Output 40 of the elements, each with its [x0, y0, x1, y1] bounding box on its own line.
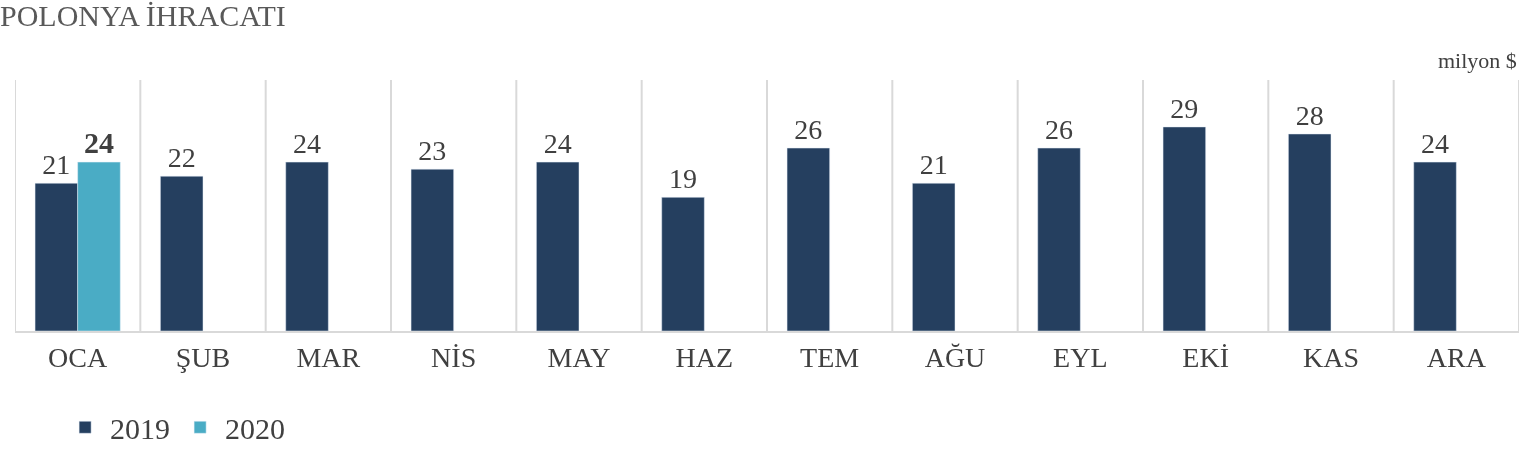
- bar: [912, 182, 956, 331]
- data-label: 29: [1170, 92, 1199, 124]
- text: milyon $: [1438, 48, 1517, 73]
- data-label: 21: [42, 149, 71, 181]
- data-label: 28: [1295, 99, 1324, 131]
- x-tick-label: EKİ: [1182, 341, 1229, 373]
- data-label: 24: [1421, 128, 1450, 160]
- bar: [160, 175, 204, 331]
- bar: [1413, 161, 1457, 331]
- x-tick-label: KAS: [1302, 341, 1360, 373]
- bar: [1288, 133, 1332, 331]
- bar: [536, 161, 580, 331]
- data-label: 24: [293, 128, 322, 160]
- bar: [410, 168, 454, 331]
- data-label: 22: [167, 142, 196, 174]
- data-label: 24: [543, 128, 572, 160]
- bar: [661, 197, 705, 331]
- data-label: 19: [669, 163, 698, 195]
- x-tick-label: MAR: [296, 341, 361, 373]
- x-tick-label: MAY: [547, 341, 611, 373]
- data-label: 21: [919, 149, 948, 181]
- chart-title: POLONYA İHRACATI: [0, 0, 286, 32]
- data-label: 23: [418, 135, 447, 167]
- data-label: 26: [1045, 114, 1074, 146]
- bar: [1162, 126, 1206, 331]
- x-tick-label: HAZ: [675, 341, 734, 373]
- x-tick-label: ŞUB: [175, 341, 231, 373]
- x-tick-label: EYL: [1053, 341, 1108, 373]
- data-label: 24: [83, 126, 114, 160]
- legend-label: 2020: [225, 411, 286, 445]
- legend-label: 2019: [110, 411, 171, 445]
- data-label: 26: [794, 114, 823, 146]
- x-tick-label: OCA: [48, 341, 108, 373]
- bar: [786, 147, 830, 331]
- x-tick-label: AĞU: [924, 341, 986, 373]
- x-tick-label: TEM: [800, 341, 860, 373]
- x-tick-label: ARA: [1426, 341, 1487, 373]
- bar: [285, 161, 329, 331]
- bar: [1037, 147, 1081, 331]
- x-tick-label: NİS: [431, 341, 477, 373]
